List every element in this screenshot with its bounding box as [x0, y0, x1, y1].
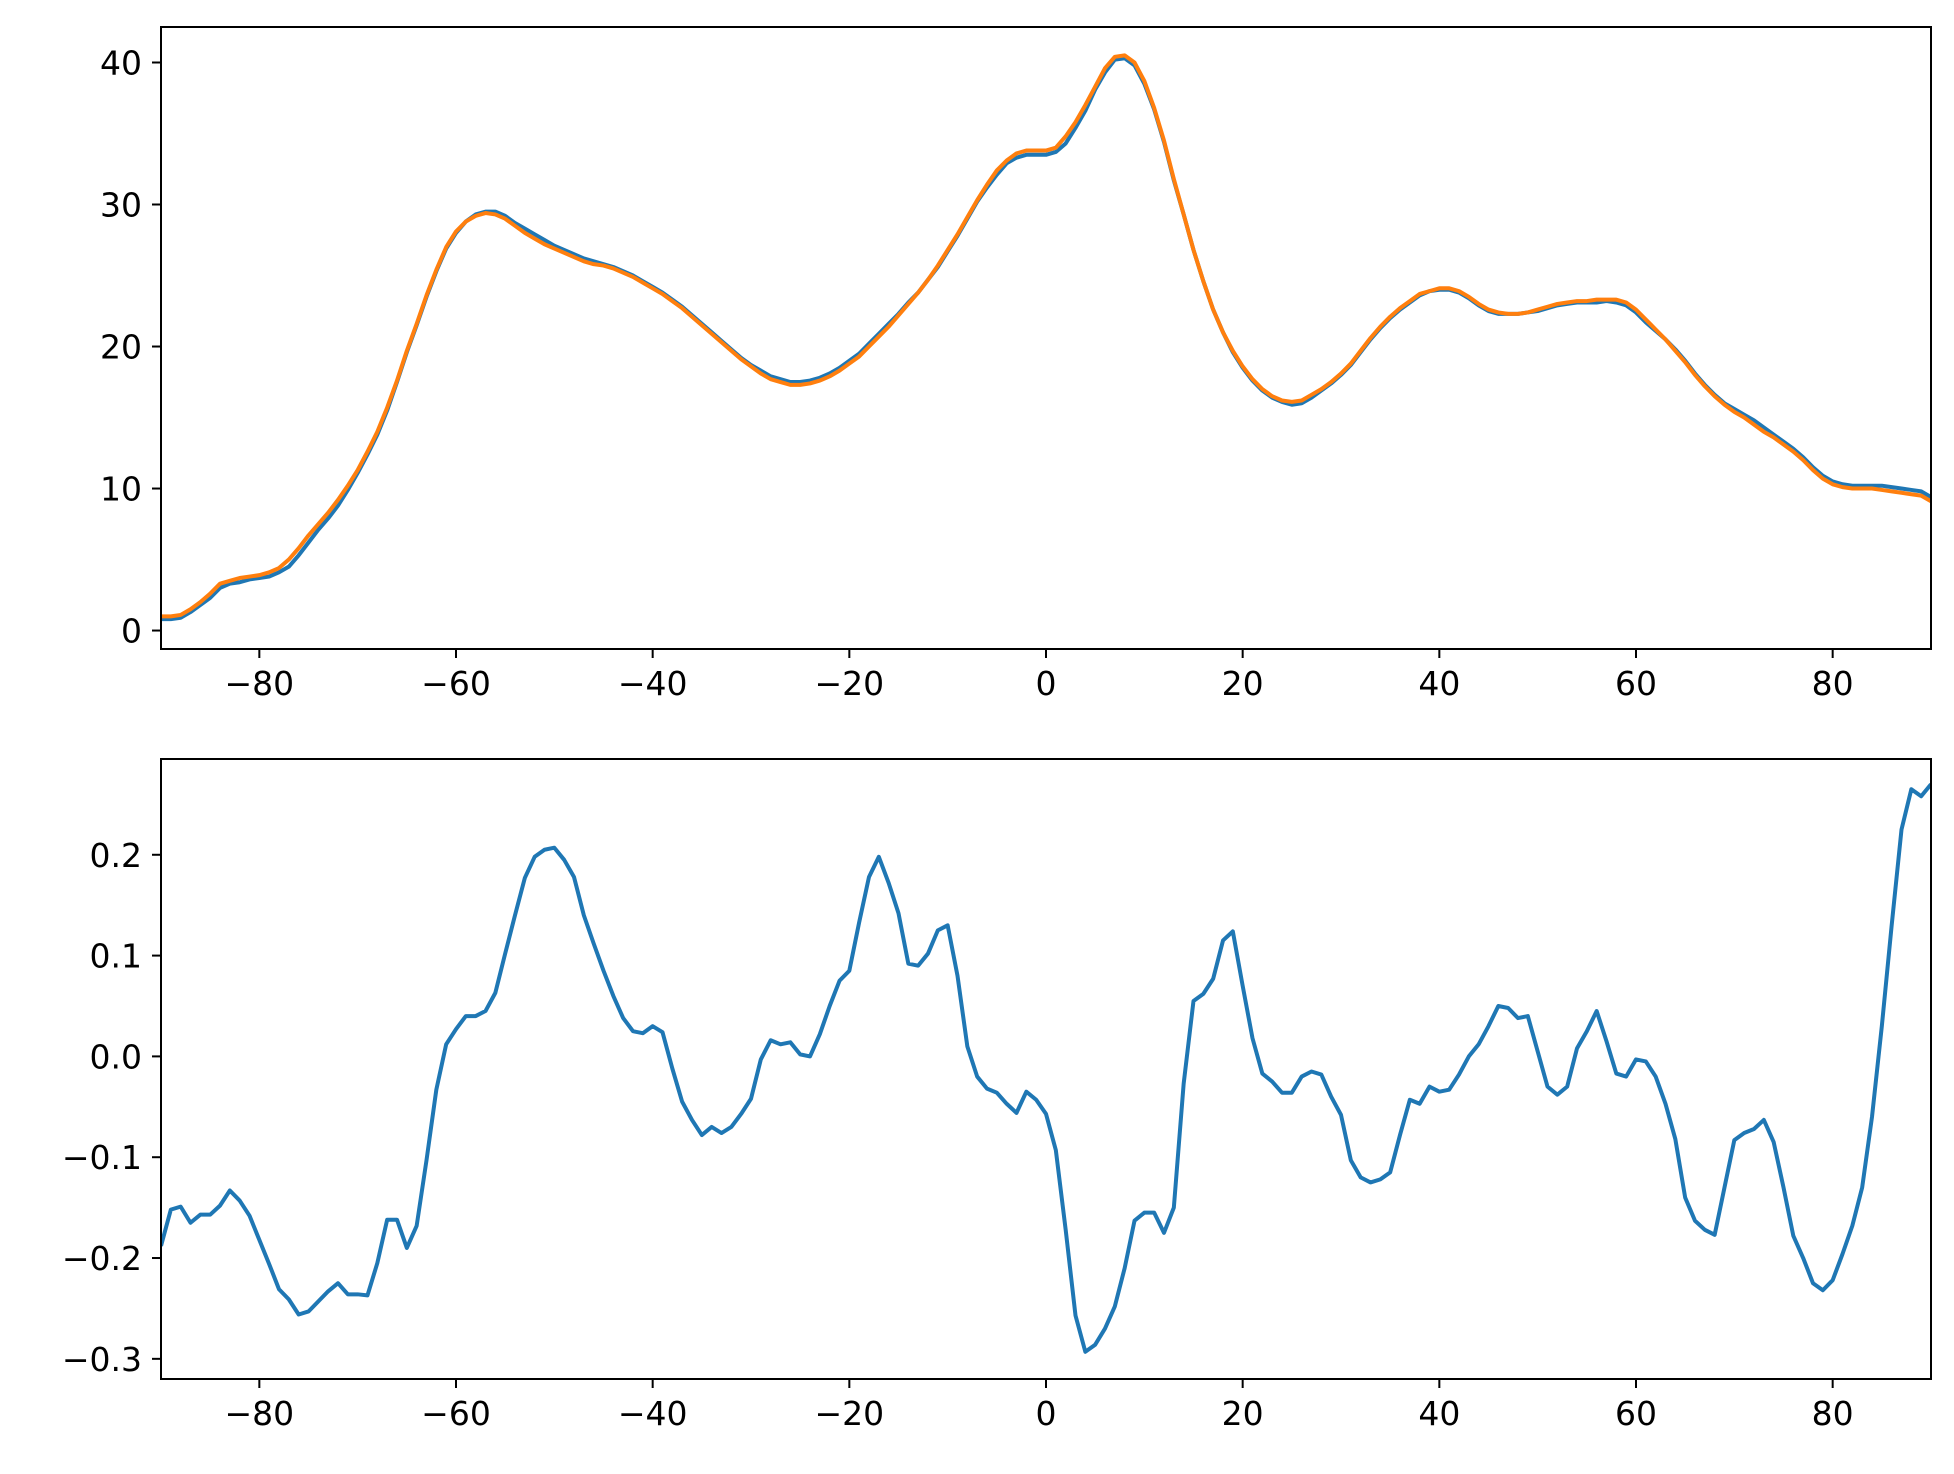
y-tick-label: −0.1	[62, 1138, 142, 1177]
x-tick-label: 60	[1615, 664, 1657, 703]
x-tick-label: −40	[618, 1394, 688, 1433]
y-tick-label: −0.3	[62, 1340, 142, 1379]
x-tick-label: 80	[1812, 1394, 1854, 1433]
x-tick-label: −80	[225, 664, 295, 703]
x-tick-label: −60	[421, 1394, 491, 1433]
bottom-subplot: −80 −60 −40 −20 0 20 40 60 80 −0.3 −0.2 −0.1 0.0 0.1 0…	[62, 758, 1932, 1433]
y-tick-label: 10	[100, 470, 142, 509]
x-tick-label: −60	[421, 664, 491, 703]
axes-frame	[160, 758, 1932, 1380]
y-tick-label: 40	[100, 44, 142, 83]
y-tick-label: −0.2	[62, 1239, 142, 1278]
x-tick-label: 80	[1812, 664, 1854, 703]
y-tick-label: 0.0	[90, 1037, 142, 1076]
x-tick-label: 0	[1036, 664, 1057, 703]
y-tick-label: 0.1	[90, 937, 142, 976]
y-tick-label: 0.2	[90, 836, 142, 875]
y-tick-label: 30	[100, 186, 142, 225]
x-tick-label: 60	[1615, 1394, 1657, 1433]
series-line-2	[161, 53, 1931, 619]
x-tick-label: −40	[618, 664, 688, 703]
x-tick-label: 40	[1418, 1394, 1460, 1433]
y-tick-label: 20	[100, 328, 142, 367]
x-tick-label: 0	[1036, 1394, 1057, 1433]
x-tick-label: 20	[1222, 664, 1264, 703]
series-line-1	[161, 782, 1931, 1354]
x-tick-label: −80	[225, 1394, 295, 1433]
x-tick-label: −20	[815, 664, 885, 703]
y-tick-label: 0	[121, 612, 142, 651]
x-tick-label: −20	[815, 1394, 885, 1433]
x-tick-label: 20	[1222, 1394, 1264, 1433]
top-subplot: −80 −60 −40 −20 0 20 40 60 80 0 10 20 30 40	[100, 26, 1932, 703]
x-tick-label: 40	[1418, 664, 1460, 703]
